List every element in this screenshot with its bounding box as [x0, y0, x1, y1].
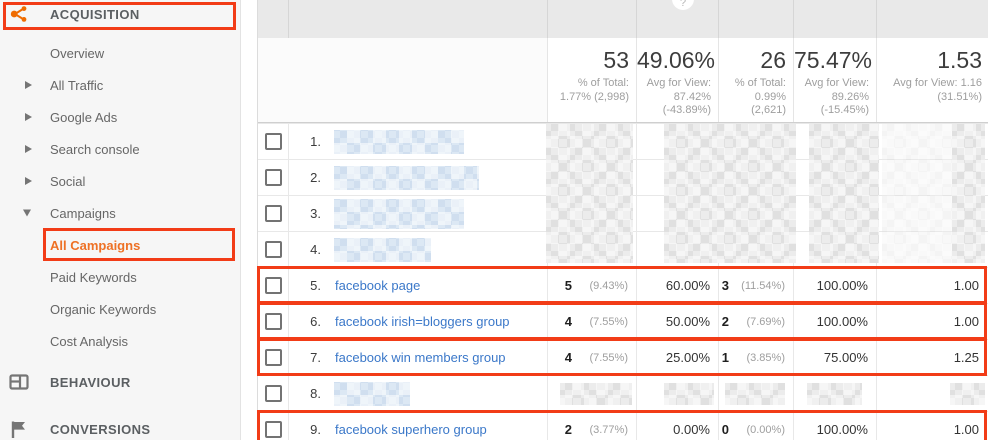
blurred-data-region [882, 124, 952, 263]
column-header-sessions [547, 0, 636, 38]
column-header-bounce-rate [793, 0, 876, 38]
sidebar-section-conversions[interactable]: CONVERSIONS [0, 413, 240, 440]
blurred-data [725, 382, 785, 405]
sidebar-item-cost-analysis[interactable]: Cost Analysis [50, 333, 129, 349]
campaign-link[interactable]: facebook superhero group [335, 422, 487, 437]
sidebar-section-acquisition[interactable]: ACQUISITION [0, 0, 240, 28]
sidebar-item-all-campaigns[interactable]: All Campaigns [50, 237, 141, 253]
table-header-row: ? [258, 0, 988, 38]
summary-row: 53 % of Total: 1.77% (2,998) 49.06% Avg … [258, 38, 988, 123]
sidebar-item-campaigns[interactable]: Campaigns [0, 197, 240, 229]
sidebar-item-all-traffic[interactable]: All Traffic [0, 69, 240, 101]
campaign-link[interactable]: facebook win members group [335, 350, 506, 365]
help-icon[interactable]: ? [672, 0, 694, 10]
sidebar: ACQUISITION Overview All Traffic Google … [0, 0, 241, 440]
summary-bounce-rate: 75.47% Avg for View: 89.26% (-15.45%) [793, 38, 876, 122]
table-row-blurred: 8. [258, 375, 988, 411]
blurred-data [950, 382, 985, 405]
sidebar-item-organic-keywords[interactable]: Organic Keywords [50, 301, 157, 317]
blurred-campaign-name [334, 381, 410, 406]
sidebar-section-behaviour[interactable]: BEHAVIOUR [0, 366, 240, 398]
row-checkbox[interactable] [264, 349, 282, 366]
conversions-flag-icon [9, 419, 29, 439]
row-checkbox[interactable] [264, 133, 282, 150]
triangle-right-icon [25, 81, 32, 89]
row-checkbox[interactable] [264, 205, 282, 222]
blurred-campaign-name [334, 198, 464, 229]
triangle-right-icon [25, 145, 32, 153]
table-row: 5. facebook page 5 (9.43%) 60.00% 3 (11.54… [257, 266, 988, 304]
sidebar-item-overview[interactable]: Overview [50, 45, 105, 61]
row-checkbox[interactable] [264, 313, 282, 330]
sidebar-item-search-console[interactable]: Search console [0, 133, 240, 165]
table-row: 6. facebook irish=bloggers group 4 (7.55%… [257, 302, 988, 340]
blurred-data-region [664, 124, 796, 263]
sidebar-item-google-ads[interactable]: Google Ads [0, 101, 240, 133]
blurred-data [560, 382, 632, 405]
blurred-data-region [952, 124, 985, 263]
sidebar-item-paid-keywords[interactable]: Paid Keywords [50, 269, 137, 285]
blurred-data [807, 382, 862, 405]
column-header-campaign [288, 0, 547, 38]
table-row: 9. facebook superhero group 2 (3.77%) 0.0… [257, 410, 988, 440]
triangle-right-icon [25, 113, 32, 121]
summary-pct-new-sessions: 49.06% Avg for View: 87.42% (-43.89%) [636, 38, 718, 122]
blurred-data-region [546, 124, 633, 263]
campaign-link[interactable]: facebook irish=bloggers group [335, 314, 510, 329]
blurred-campaign-name [334, 129, 464, 154]
table-row: 7. facebook win members group 4 (7.55%) 2… [257, 338, 988, 376]
triangle-down-icon [23, 209, 31, 217]
sidebar-item-social[interactable]: Social [0, 165, 240, 197]
row-checkbox[interactable] [264, 277, 282, 294]
row-checkbox[interactable] [264, 169, 282, 186]
summary-pages-session: 1.53 Avg for View: 1.16 (31.51%) [876, 38, 988, 122]
blurred-data-region [809, 124, 879, 263]
row-checkbox[interactable] [264, 385, 282, 402]
row-checkbox[interactable] [264, 241, 282, 258]
column-header-checkbox [258, 0, 288, 38]
triangle-right-icon [25, 177, 32, 185]
table-body: 1. 2. 3. 4. [257, 123, 988, 440]
behaviour-window-icon [9, 372, 29, 392]
blurred-campaign-name [334, 165, 479, 190]
acquisition-share-nodes-icon [9, 4, 29, 24]
campaigns-table: ? 53 % of Total: 1.77% (2,998) 49.06% Av… [257, 0, 988, 440]
summary-sessions: 53 % of Total: 1.77% (2,998) [547, 38, 636, 122]
campaign-link[interactable]: facebook page [335, 278, 421, 293]
summary-new-users: 26 % of Total: 0.99% (2,621) [718, 38, 793, 122]
table-row-blurred: 1. [258, 123, 988, 159]
blurred-campaign-name [334, 237, 431, 262]
column-header-new-users [718, 0, 793, 38]
column-header-pages-session [876, 0, 988, 38]
blurred-data [664, 382, 714, 405]
column-header-pct-new-sessions [636, 0, 718, 38]
sidebar-section-label: ACQUISITION [50, 6, 140, 22]
row-checkbox[interactable] [264, 421, 282, 438]
